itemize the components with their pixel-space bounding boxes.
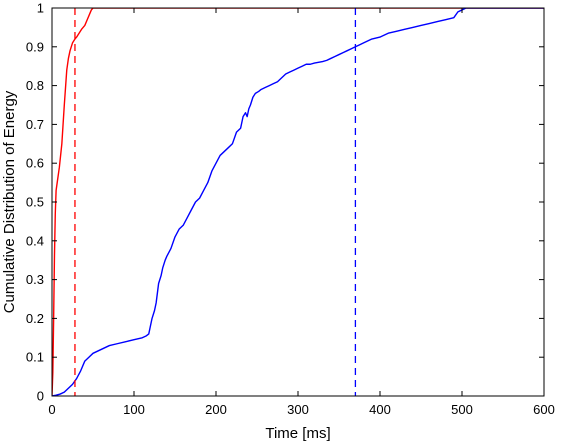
y-tick-label: 1 [37, 1, 44, 16]
x-tick-label: 500 [451, 402, 473, 417]
y-axis-label: Cumulative Distribution of Energy [1, 90, 18, 313]
y-tick-label: 0.4 [26, 233, 44, 248]
plot-frame [51, 7, 545, 397]
y-tick-label: 0.9 [26, 39, 44, 54]
y-tick-label: 0 [37, 389, 44, 404]
y-tick-label: 0.8 [26, 78, 44, 93]
y-tick-label: 0.1 [26, 350, 44, 365]
x-axis-label: Time [ms] [265, 425, 330, 442]
y-tick-label: 0.3 [26, 272, 44, 287]
reference-lines-layer [74, 8, 357, 396]
x-tick-label: 400 [369, 402, 391, 417]
y-tick-label: 0.6 [26, 156, 44, 171]
ticks-layer: 0 100 200 300 400 500 600 0 0.1 0.2 0.3 0.4 0.5 0.6 0.… [26, 1, 555, 418]
series-line-1 [52, 8, 544, 396]
x-tick-label: 200 [205, 402, 227, 417]
series-layer [52, 8, 544, 396]
y-tick-label: 0.2 [26, 311, 44, 326]
x-tick-label: 0 [48, 402, 55, 417]
y-tick-label: 0.5 [26, 195, 44, 210]
y-tick-label: 0.7 [26, 117, 44, 132]
x-tick-label: 300 [287, 402, 309, 417]
x-tick-label: 100 [123, 402, 145, 417]
series-line-2 [52, 8, 544, 396]
x-tick-label: 600 [533, 402, 555, 417]
